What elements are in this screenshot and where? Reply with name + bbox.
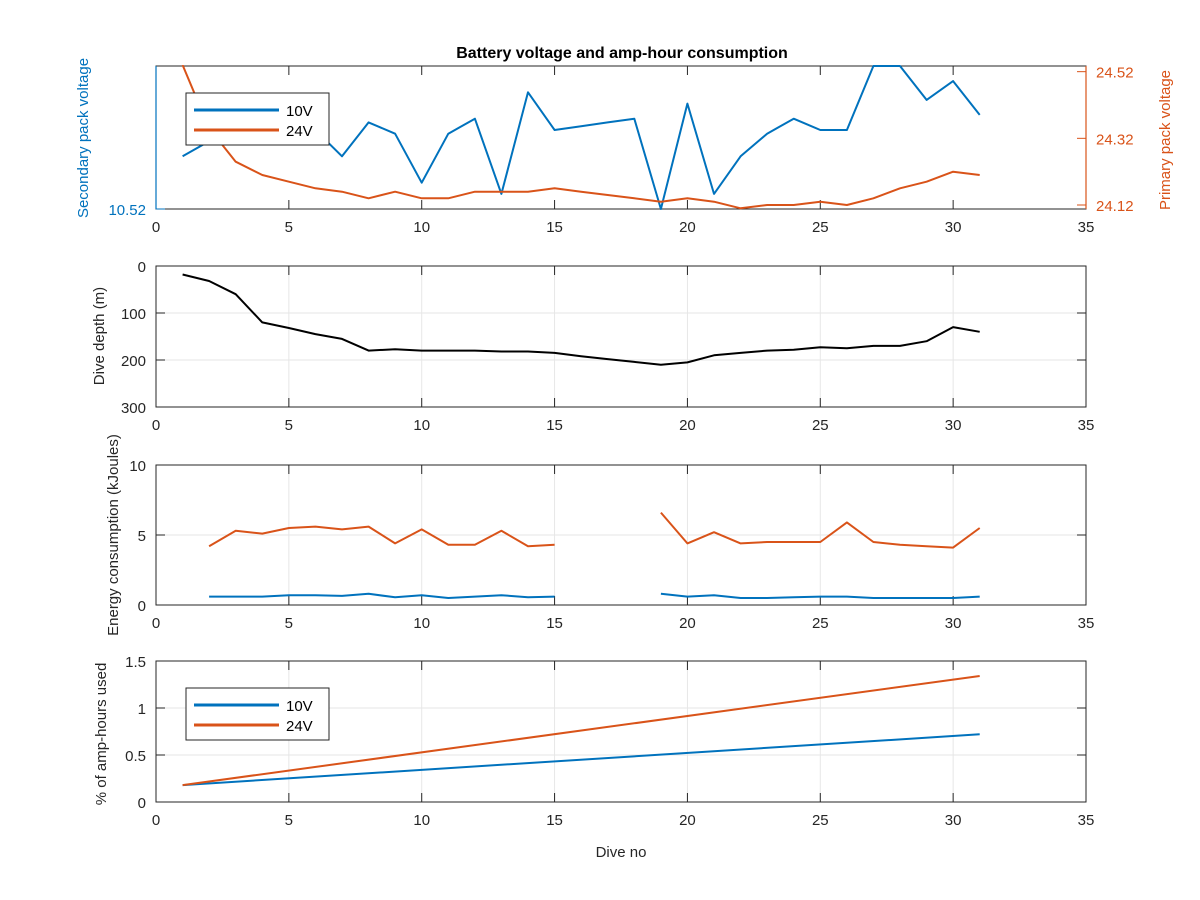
y-axis-label-energy-consumption: Energy consumption (kJoules)	[105, 434, 122, 636]
x-tick-label: 15	[546, 219, 563, 236]
depth-axes: 0 5 10 15 20 25 30 35 0 100 200 300	[121, 259, 1094, 434]
x-tick-label: 25	[812, 812, 829, 829]
right-y-tick-label: 24.32	[1096, 131, 1134, 148]
x-tick-label: 20	[679, 812, 696, 829]
x-tick-label: 10	[413, 615, 430, 632]
y-axis-label-primary-pack-voltage: Primary pack voltage	[1157, 70, 1174, 210]
x-tick-label: 15	[546, 615, 563, 632]
x-tick-label: 10	[413, 417, 430, 434]
y-tick-label: 5	[138, 528, 146, 545]
y-tick-label: 0	[138, 259, 146, 276]
plot-frame	[155, 265, 1087, 408]
x-axis-label-dive-no: Dive no	[596, 844, 647, 861]
series-line-24v	[181, 65, 980, 210]
legend-box	[185, 92, 330, 146]
plot-frame	[155, 660, 1087, 803]
y-tick-label: 200	[121, 353, 146, 370]
y-tick-label: 0	[138, 795, 146, 812]
x-tick-label: 25	[812, 615, 829, 632]
legend-label-24v: 24V	[286, 718, 313, 735]
y-tick-label: 100	[121, 306, 146, 323]
legend-box	[185, 687, 330, 741]
x-tick-label: 35	[1078, 615, 1095, 632]
x-tick-label: 5	[285, 615, 293, 632]
x-tick-label: 0	[152, 812, 160, 829]
y-tick-label: 1	[138, 701, 146, 718]
series-line-s1	[208, 511, 981, 549]
y-tick-label: 10	[129, 458, 146, 475]
y-tick-label: 1.5	[125, 654, 146, 671]
y-axis-label-amp-hours: % of amp-hours used	[93, 663, 110, 806]
x-tick-label: 5	[285, 812, 293, 829]
x-tick-label: 35	[1078, 417, 1095, 434]
x-tick-label: 25	[812, 219, 829, 236]
energy-axes: 0 5 10 15 20 25 30 35 0 5 10	[129, 458, 1094, 632]
x-tick-label: 35	[1078, 812, 1095, 829]
x-tick-label: 15	[546, 417, 563, 434]
x-tick-label: 15	[546, 812, 563, 829]
legend-label-24v: 24V	[286, 123, 313, 140]
series-line-s0	[182, 273, 980, 366]
amp-hours-axes: 0 5 10 15 20 25 30 35 0 0.5 1 1.5 10V 24V	[125, 654, 1094, 829]
chart-title: Battery voltage and amp-hour consumption	[456, 45, 788, 62]
x-tick-label: 0	[152, 417, 160, 434]
voltage-axes: 0 5 10 15 20 25 30 35 10.52 24.12 24.32 24.52 10V 24V	[108, 65, 1133, 236]
x-tick-label: 0	[152, 219, 160, 236]
x-tick-label: 0	[152, 615, 160, 632]
series-line-10v	[182, 733, 980, 787]
x-tick-label: 20	[679, 615, 696, 632]
x-tick-label: 10	[413, 812, 430, 829]
x-tick-label: 5	[285, 219, 293, 236]
legend-label-10v: 10V	[286, 103, 313, 120]
x-tick-label: 5	[285, 417, 293, 434]
left-y-tick-label: 10.52	[108, 202, 146, 219]
x-tick-label: 30	[945, 615, 962, 632]
x-tick-label: 35	[1078, 219, 1095, 236]
x-tick-label: 20	[679, 417, 696, 434]
legend-label-10v: 10V	[286, 698, 313, 715]
y-axis-label-dive-depth: Dive depth (m)	[91, 287, 108, 385]
x-tick-label: 30	[945, 417, 962, 434]
x-tick-label: 30	[945, 219, 962, 236]
x-tick-label: 25	[812, 417, 829, 434]
x-tick-label: 20	[679, 219, 696, 236]
y-tick-label: 0.5	[125, 748, 146, 765]
right-y-tick-label: 24.12	[1096, 198, 1134, 215]
x-tick-label: 30	[945, 812, 962, 829]
y-tick-label: 300	[121, 400, 146, 417]
series-line-24v	[182, 675, 980, 787]
y-tick-label: 0	[138, 598, 146, 615]
right-y-tick-label: 24.52	[1096, 65, 1134, 82]
x-tick-label: 10	[413, 219, 430, 236]
y-axis-label-secondary-pack-voltage: Secondary pack voltage	[75, 58, 92, 218]
series-line-s0	[209, 592, 980, 599]
